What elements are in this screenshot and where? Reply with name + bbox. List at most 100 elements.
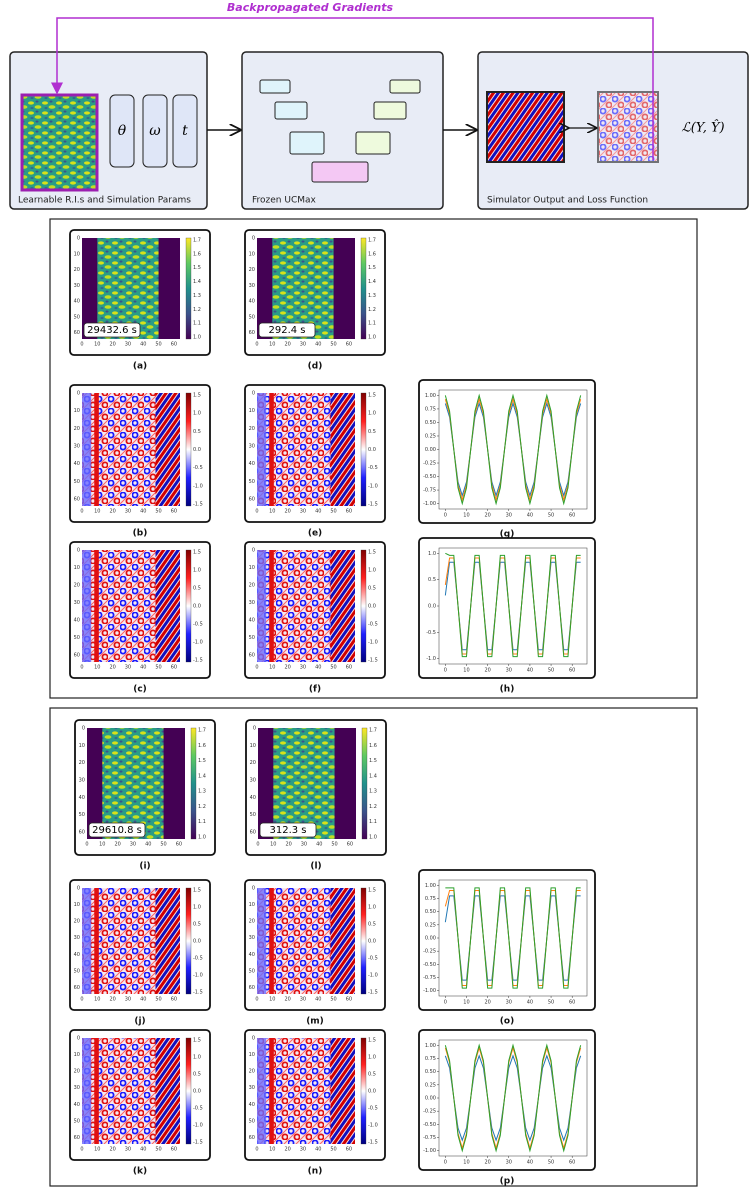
colorbar-label: 1.5 — [368, 265, 376, 271]
y-tick-label: -0.25 — [423, 949, 436, 955]
y-tick-label: -1.00 — [423, 1148, 436, 1154]
colorbar-label: 1.5 — [198, 758, 206, 764]
param: t — [182, 123, 188, 139]
field-band — [94, 393, 99, 506]
y-tick-label: 1.0 — [428, 551, 436, 557]
sim-output — [487, 92, 564, 162]
y-tick-label: 60 — [74, 653, 80, 659]
colorbar-label: 0.0 — [193, 447, 201, 453]
x-tick-label: 20 — [484, 1000, 490, 1006]
x-tick-label: 60 — [569, 668, 575, 674]
x-tick-label: 20 — [484, 513, 490, 519]
x-tick-label: 20 — [109, 997, 115, 1003]
colorbar-label: -1.5 — [368, 1140, 378, 1146]
x-tick-label: 50 — [160, 842, 166, 848]
x-tick-label: 0 — [444, 513, 447, 519]
y-tick-label: 20 — [249, 583, 255, 589]
colorbar — [186, 550, 191, 662]
y-tick-label: 10 — [249, 565, 255, 571]
field-band — [94, 1038, 99, 1144]
colorbar-label: -1.5 — [368, 990, 378, 996]
block — [290, 132, 324, 154]
colorbar — [186, 1038, 191, 1144]
colorbar — [186, 888, 191, 994]
colorbar-label: 1.3 — [368, 293, 376, 299]
colorbar — [361, 550, 366, 662]
x-tick-label: 30 — [300, 997, 306, 1003]
y-tick-label: 60 — [74, 1135, 80, 1141]
x-tick-label: 20 — [109, 509, 115, 515]
x-tick-label: 10 — [94, 342, 100, 348]
x-tick-label: 60 — [569, 1000, 575, 1006]
field-band — [82, 393, 91, 506]
y-tick-label: 60 — [74, 496, 80, 502]
y-tick-label: -0.75 — [423, 975, 436, 981]
time-label: 312.3 s — [269, 825, 306, 836]
x-tick-label: 0 — [255, 997, 258, 1003]
x-tick-label: 30 — [506, 1000, 512, 1006]
field-stripes — [156, 550, 181, 662]
y-tick-label: 30 — [249, 283, 255, 289]
colorbar-label: -0.5 — [193, 465, 203, 471]
y-tick-label: 40 — [249, 299, 255, 305]
y-tick-label: 10 — [74, 565, 80, 571]
box-label: Learnable R.I.s and Simulation Params — [18, 196, 191, 206]
colorbar-label: 1.5 — [368, 550, 376, 556]
x-tick-label: 20 — [114, 842, 120, 848]
param: θ — [118, 123, 127, 139]
y-tick-label: 0 — [82, 726, 85, 732]
colorbar-label: 1.5 — [368, 393, 376, 399]
target-output — [598, 92, 658, 162]
y-tick-label: 60 — [249, 653, 255, 659]
x-tick-label: 60 — [569, 1160, 575, 1166]
panel-caption: (l) — [310, 862, 321, 872]
colorbar-label: 0.0 — [193, 604, 201, 610]
colorbar-label: 1.5 — [193, 265, 201, 271]
x-tick-label: 60 — [171, 665, 177, 671]
colorbar-label: 0.5 — [368, 429, 376, 435]
field-stripes — [331, 393, 356, 506]
colorbar-label: 1.4 — [368, 279, 376, 285]
y-tick-label: 10 — [249, 1052, 255, 1058]
colorbar — [191, 728, 196, 839]
x-tick-label: 0 — [80, 342, 83, 348]
block — [260, 80, 290, 93]
y-tick-label: 50 — [74, 635, 80, 641]
block — [390, 80, 420, 93]
x-tick-label: 40 — [140, 1147, 146, 1153]
x-tick-label: 50 — [330, 342, 336, 348]
y-tick-label: 30 — [249, 600, 255, 606]
colorbar-label: -1.0 — [193, 640, 203, 646]
colorbar-label: -1.0 — [368, 973, 378, 979]
ri-map-core — [102, 728, 163, 839]
y-tick-label: 20 — [79, 760, 85, 766]
x-tick-label: 60 — [346, 665, 352, 671]
y-tick-label: 0.25 — [425, 922, 436, 928]
panel-caption: (d) — [308, 362, 323, 372]
x-tick-label: 0 — [256, 842, 259, 848]
arrow-label: Backpropagated Gradients — [227, 1, 394, 14]
y-tick-label: 0 — [253, 726, 256, 732]
x-tick-label: 40 — [527, 1160, 533, 1166]
colorbar — [361, 888, 366, 994]
field-band — [257, 888, 266, 994]
x-tick-label: 20 — [484, 668, 490, 674]
x-tick-label: 30 — [300, 1147, 306, 1153]
field-band — [82, 1038, 91, 1144]
x-tick-label: 20 — [284, 1147, 290, 1153]
y-tick-label: 40 — [249, 952, 255, 958]
box — [242, 52, 443, 209]
colorbar-label: 1.0 — [369, 835, 377, 841]
x-tick-label: 10 — [99, 842, 105, 848]
y-tick-label: 50 — [79, 812, 85, 818]
y-tick-label: 40 — [74, 618, 80, 624]
y-tick-label: 30 — [250, 778, 256, 784]
x-tick-label: 60 — [346, 342, 352, 348]
y-tick-label: 10 — [74, 251, 80, 257]
panel-frame — [419, 870, 595, 1010]
x-tick-label: 0 — [255, 342, 258, 348]
y-tick-label: 10 — [79, 743, 85, 749]
y-tick-label: 10 — [249, 902, 255, 908]
colorbar-label: 1.0 — [193, 1055, 201, 1061]
colorbar-label: 1.3 — [369, 789, 377, 795]
